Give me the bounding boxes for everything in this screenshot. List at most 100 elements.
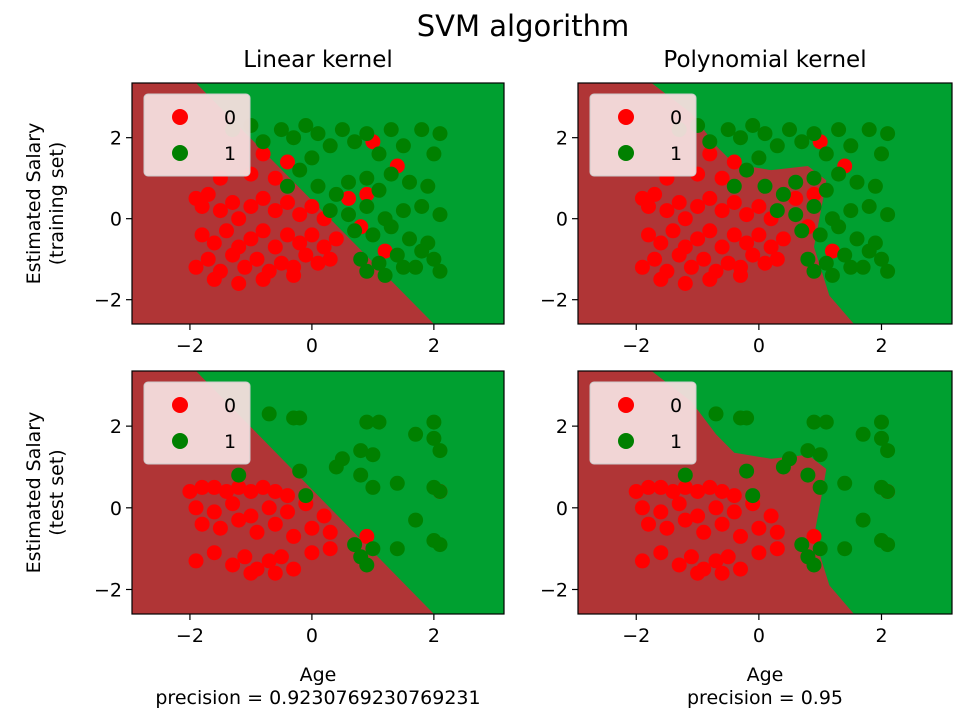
- point-class-1: [353, 467, 369, 483]
- point-class-0: [788, 190, 804, 206]
- point-class-0: [806, 186, 822, 202]
- axes-frame: [131, 82, 505, 325]
- y-tick-label: 2: [110, 416, 122, 438]
- point-class-1: [426, 414, 442, 430]
- point-class-0: [206, 271, 222, 287]
- point-class-1: [261, 406, 277, 422]
- y-tick-label: 0: [110, 209, 122, 231]
- legend: 01: [589, 93, 697, 177]
- point-class-0: [702, 190, 718, 206]
- point-class-0: [359, 528, 375, 544]
- scatter-points: [188, 118, 448, 291]
- x-tick-label: 0: [753, 335, 765, 357]
- point-class-0: [212, 520, 228, 536]
- x-tick-label: −2: [176, 625, 204, 647]
- point-class-0: [182, 484, 198, 499]
- point-class-1: [818, 414, 834, 430]
- x-tick-label: 0: [306, 335, 318, 357]
- legend-marker-1: [618, 145, 634, 161]
- y-tick-label: −2: [94, 579, 122, 601]
- point-class-0: [763, 239, 779, 255]
- point-class-0: [188, 259, 204, 275]
- point-class-1: [861, 122, 877, 138]
- point-class-0: [769, 524, 785, 540]
- point-class-0: [261, 553, 277, 569]
- legend-label-0: 0: [670, 395, 682, 417]
- point-class-0: [745, 247, 761, 263]
- y-tick-label: −2: [94, 290, 122, 312]
- point-class-1: [359, 557, 375, 573]
- point-class-1: [855, 512, 871, 528]
- point-class-1: [837, 247, 853, 263]
- point-class-1: [310, 126, 326, 142]
- point-class-0: [653, 504, 669, 520]
- point-class-0: [708, 553, 724, 569]
- point-class-1: [849, 231, 865, 247]
- point-class-0: [641, 227, 656, 243]
- point-class-1: [880, 484, 896, 499]
- point-class-1: [800, 443, 816, 459]
- point-class-1: [861, 199, 877, 214]
- point-class-0: [769, 251, 785, 267]
- legend-marker-0: [172, 109, 188, 125]
- point-class-1: [818, 146, 834, 162]
- decision-region-1: [196, 371, 504, 614]
- point-class-1: [432, 263, 448, 279]
- point-class-1: [426, 251, 442, 267]
- legend-label-0: 0: [224, 395, 236, 417]
- point-class-0: [726, 504, 742, 520]
- precision-label: precision = 0.9230769230769231: [155, 687, 480, 709]
- point-class-1: [371, 414, 387, 430]
- point-class-1: [769, 203, 785, 219]
- point-class-0: [757, 255, 773, 271]
- point-class-1: [322, 138, 338, 154]
- point-class-1: [708, 406, 724, 422]
- x-axis-label: Age: [747, 664, 784, 686]
- point-class-1: [353, 251, 369, 267]
- point-class-1: [389, 247, 405, 263]
- x-tick-label: −2: [622, 335, 650, 357]
- point-class-1: [806, 414, 822, 430]
- scatter-points: [634, 118, 896, 291]
- point-class-1: [365, 447, 381, 463]
- y-tick-label: −2: [540, 579, 568, 601]
- point-class-1: [359, 170, 375, 186]
- point-class-0: [733, 561, 748, 577]
- point-class-0: [683, 549, 699, 565]
- point-class-1: [831, 122, 847, 138]
- point-class-1: [359, 126, 375, 142]
- point-class-0: [671, 195, 687, 210]
- point-class-0: [322, 524, 338, 540]
- point-class-0: [720, 549, 736, 565]
- legend-label-0: 0: [224, 107, 236, 129]
- point-class-1: [408, 426, 424, 442]
- point-class-0: [641, 516, 656, 532]
- point-class-1: [383, 219, 399, 235]
- point-class-0: [200, 251, 216, 267]
- x-tick-label: 2: [875, 335, 887, 357]
- point-class-0: [665, 223, 681, 239]
- legend-label-1: 1: [670, 143, 682, 165]
- point-class-1: [739, 463, 755, 479]
- point-class-1: [751, 150, 767, 166]
- legend-marker-1: [618, 433, 634, 449]
- point-class-1: [414, 122, 430, 138]
- point-class-1: [432, 207, 448, 223]
- point-class-1: [359, 414, 375, 430]
- point-class-1: [359, 263, 375, 279]
- point-class-1: [414, 243, 430, 259]
- point-class-0: [726, 227, 742, 243]
- legend-marker-0: [172, 397, 188, 413]
- x-tick-label: 2: [875, 625, 887, 647]
- point-class-0: [671, 496, 687, 512]
- legend: 01: [143, 381, 251, 465]
- point-class-1: [432, 484, 448, 499]
- x-tick-label: 2: [428, 335, 440, 357]
- point-class-0: [690, 565, 706, 581]
- point-class-1: [383, 166, 399, 182]
- point-class-0: [243, 484, 259, 499]
- point-class-1: [255, 134, 271, 150]
- point-class-1: [812, 541, 828, 557]
- point-class-1: [739, 162, 755, 178]
- point-class-0: [726, 488, 742, 504]
